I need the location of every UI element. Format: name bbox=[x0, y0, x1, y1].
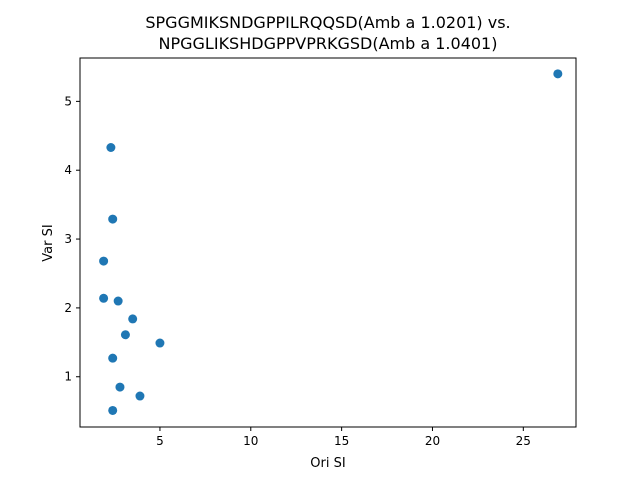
chart-title-line-2: NPGGLIKSHDGPPVPRKGSD(Amb a 1.0401) bbox=[159, 34, 498, 53]
y-tick-label: 2 bbox=[64, 301, 72, 315]
axis-ticks: 5 10 15 20 25 1 2 3 4 5 bbox=[64, 94, 531, 448]
y-axis-label: Var SI bbox=[41, 224, 56, 261]
data-point-4 bbox=[99, 256, 109, 266]
data-point-1 bbox=[553, 69, 563, 79]
data-point-12 bbox=[135, 391, 145, 401]
x-tick-label: 25 bbox=[516, 434, 531, 448]
y-tick-label: 5 bbox=[64, 94, 72, 108]
x-axis-label: Ori SI bbox=[310, 456, 345, 471]
data-point-7 bbox=[128, 314, 138, 324]
x-tick-label: 20 bbox=[425, 434, 440, 448]
data-point-10 bbox=[108, 353, 118, 363]
data-point-5 bbox=[99, 293, 109, 303]
plot-area-frame bbox=[79, 57, 577, 428]
x-tick-label: 10 bbox=[243, 434, 258, 448]
chart-title-line-1: SPGGMIKSNDGPPILRQQSD(Amb a 1.0201) vs. bbox=[145, 13, 510, 32]
y-tick-label: 1 bbox=[64, 370, 72, 384]
data-points bbox=[99, 69, 563, 415]
y-tick-label: 4 bbox=[64, 163, 72, 177]
x-tick-label: 15 bbox=[334, 434, 349, 448]
data-point-13 bbox=[108, 405, 118, 415]
data-point-3 bbox=[108, 214, 118, 224]
data-point-8 bbox=[120, 330, 130, 340]
x-tick-label: 5 bbox=[156, 434, 164, 448]
data-point-11 bbox=[115, 382, 125, 392]
data-point-6 bbox=[113, 296, 123, 306]
data-point-9 bbox=[155, 338, 165, 348]
data-point-2 bbox=[106, 142, 116, 152]
y-tick-label: 3 bbox=[64, 232, 72, 246]
